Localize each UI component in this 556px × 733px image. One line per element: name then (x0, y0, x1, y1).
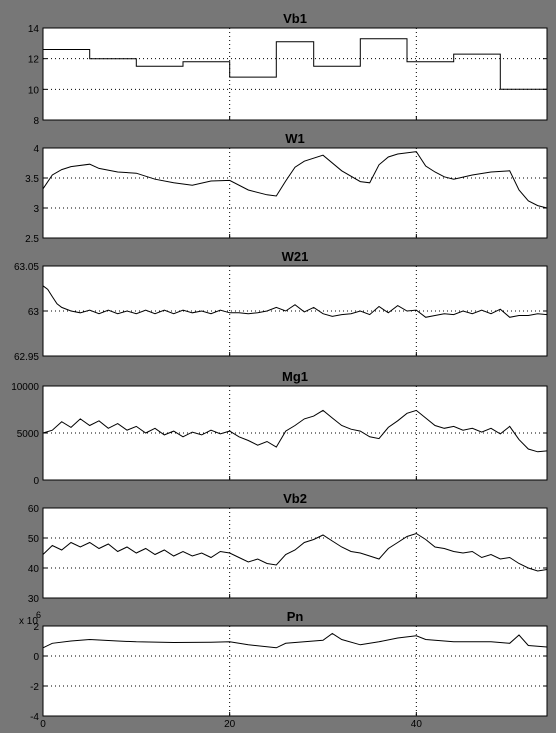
y-tick-label: 30 (28, 594, 40, 605)
y-tick-label: 3.5 (25, 174, 39, 185)
series-line-vb1 (43, 38, 547, 90)
panel-title: Vb2 (283, 491, 307, 506)
y-tick-label: 62.95 (14, 352, 39, 363)
y-tick-label: 40 (28, 564, 40, 575)
panel-title: Vb1 (283, 11, 307, 26)
panel-mg1: Mg1 0 5000 10000 (11, 369, 548, 487)
series-line-w1 (42, 151, 548, 209)
y-tick-label: 10 (28, 85, 40, 96)
y-tick-label: -2 (30, 682, 39, 693)
y-tick-label: 63.05 (14, 262, 39, 273)
y-tick-label: -4 (30, 712, 39, 723)
series-line-pn (42, 632, 548, 649)
series-line-w21 (42, 285, 548, 318)
x-tick-label: 20 (224, 719, 236, 728)
y-tick-label: 5000 (17, 429, 40, 440)
y-tick-label: 2.5 (25, 234, 39, 245)
series-line-vb2 (42, 532, 548, 572)
panel-title: W1 (285, 131, 305, 146)
plot-area (42, 147, 548, 239)
exponent-label: x 10 (19, 616, 38, 627)
y-tick-label: 10000 (11, 382, 39, 393)
series-line-mg1 (42, 409, 548, 453)
y-tick-label: 60 (28, 504, 40, 515)
y-tick-label: 63 (28, 307, 40, 318)
x-tick-label: 0 (40, 719, 46, 728)
y-tick-label: 0 (33, 652, 39, 663)
plot-area (42, 507, 548, 599)
panel-vb2: Vb2 30 40 50 60 (28, 491, 548, 605)
panel-pn: Pn -4 -2 0 2x 106 0 20 40 (19, 609, 548, 730)
x-tick-label: 40 (411, 719, 423, 728)
y-tick-label: 2 (33, 622, 39, 633)
panel-vb1: Vb1 8 10 12 14 (28, 11, 548, 127)
y-tick-label: 3 (33, 204, 39, 215)
panel-title: W21 (282, 249, 309, 264)
y-tick-label: 12 (28, 55, 40, 66)
panel-title: Pn (287, 609, 304, 624)
panel-w1: W1 2.5 3 3.5 4 (25, 131, 548, 245)
plot-area (42, 27, 548, 121)
plot-area (42, 625, 548, 717)
panel-w21: W21 62.95 63 63.05 (14, 249, 548, 363)
exponent-power: 6 (36, 610, 41, 620)
panel-title: Mg1 (282, 369, 308, 384)
y-tick-label: 8 (33, 116, 39, 127)
y-tick-label: 14 (28, 24, 40, 35)
y-tick-label: 0 (33, 476, 39, 487)
y-tick-label: 4 (33, 144, 39, 155)
y-tick-label: 50 (28, 534, 40, 545)
